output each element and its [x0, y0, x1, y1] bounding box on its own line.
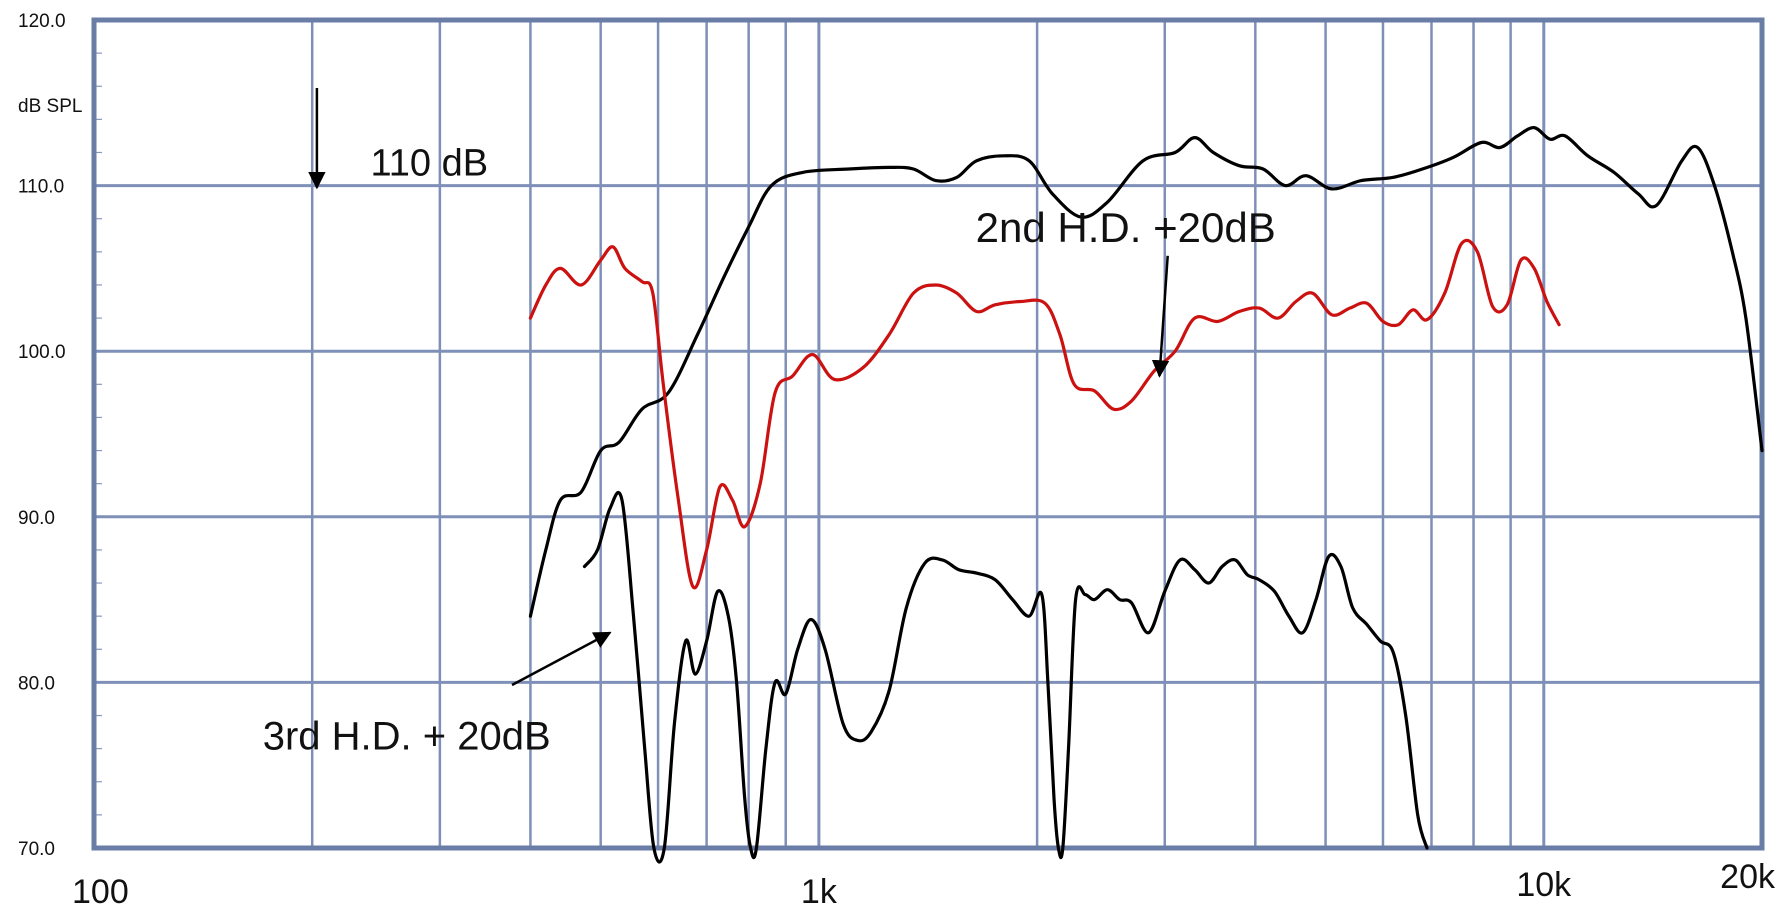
- fundamental-response-line: [528, 125, 1764, 618]
- annotation-2nd-hd: 2nd H.D. +20dB: [976, 204, 1276, 251]
- annotation-3rd-hd: 3rd H.D. + 20dB: [263, 714, 551, 758]
- x-tick-label: 100: [72, 873, 129, 910]
- y-tick-label: 90.0: [18, 508, 55, 529]
- x-axis-ticks: 100 1k 10k 20k: [72, 858, 1776, 910]
- y-axis-label: dB SPL: [18, 96, 82, 117]
- grid-major: [94, 20, 1762, 848]
- second-harmonic-line: [528, 238, 1561, 590]
- annotation-110db: 110 dB: [370, 143, 488, 185]
- annotation-arrow-2nd-hd: [1151, 255, 1170, 378]
- series-layer: [528, 125, 1764, 864]
- annotation-layer: 110 dB 2nd H.D. +20dB 3rd H.D. + 20dB: [263, 88, 1276, 758]
- plot-frame: [91, 17, 1765, 851]
- y-tick-label: 100.0: [18, 342, 66, 363]
- annotation-arrow-3rd-hd: [511, 631, 612, 687]
- x-tick-label: 20k: [1720, 858, 1776, 896]
- y-tick-label: 70.0: [18, 839, 55, 860]
- x-tick-label: 10k: [1516, 866, 1572, 904]
- y-tick-label: 80.0: [18, 673, 55, 694]
- y-tick-label: 120.0: [18, 11, 66, 32]
- y-axis-ticks: 70.0 80.0 90.0 100.0 110.0 120.0: [18, 11, 66, 860]
- y-tick-label: 110.0: [18, 177, 64, 198]
- x-tick-label: 1k: [801, 873, 838, 910]
- third-harmonic-line: [582, 491, 1429, 864]
